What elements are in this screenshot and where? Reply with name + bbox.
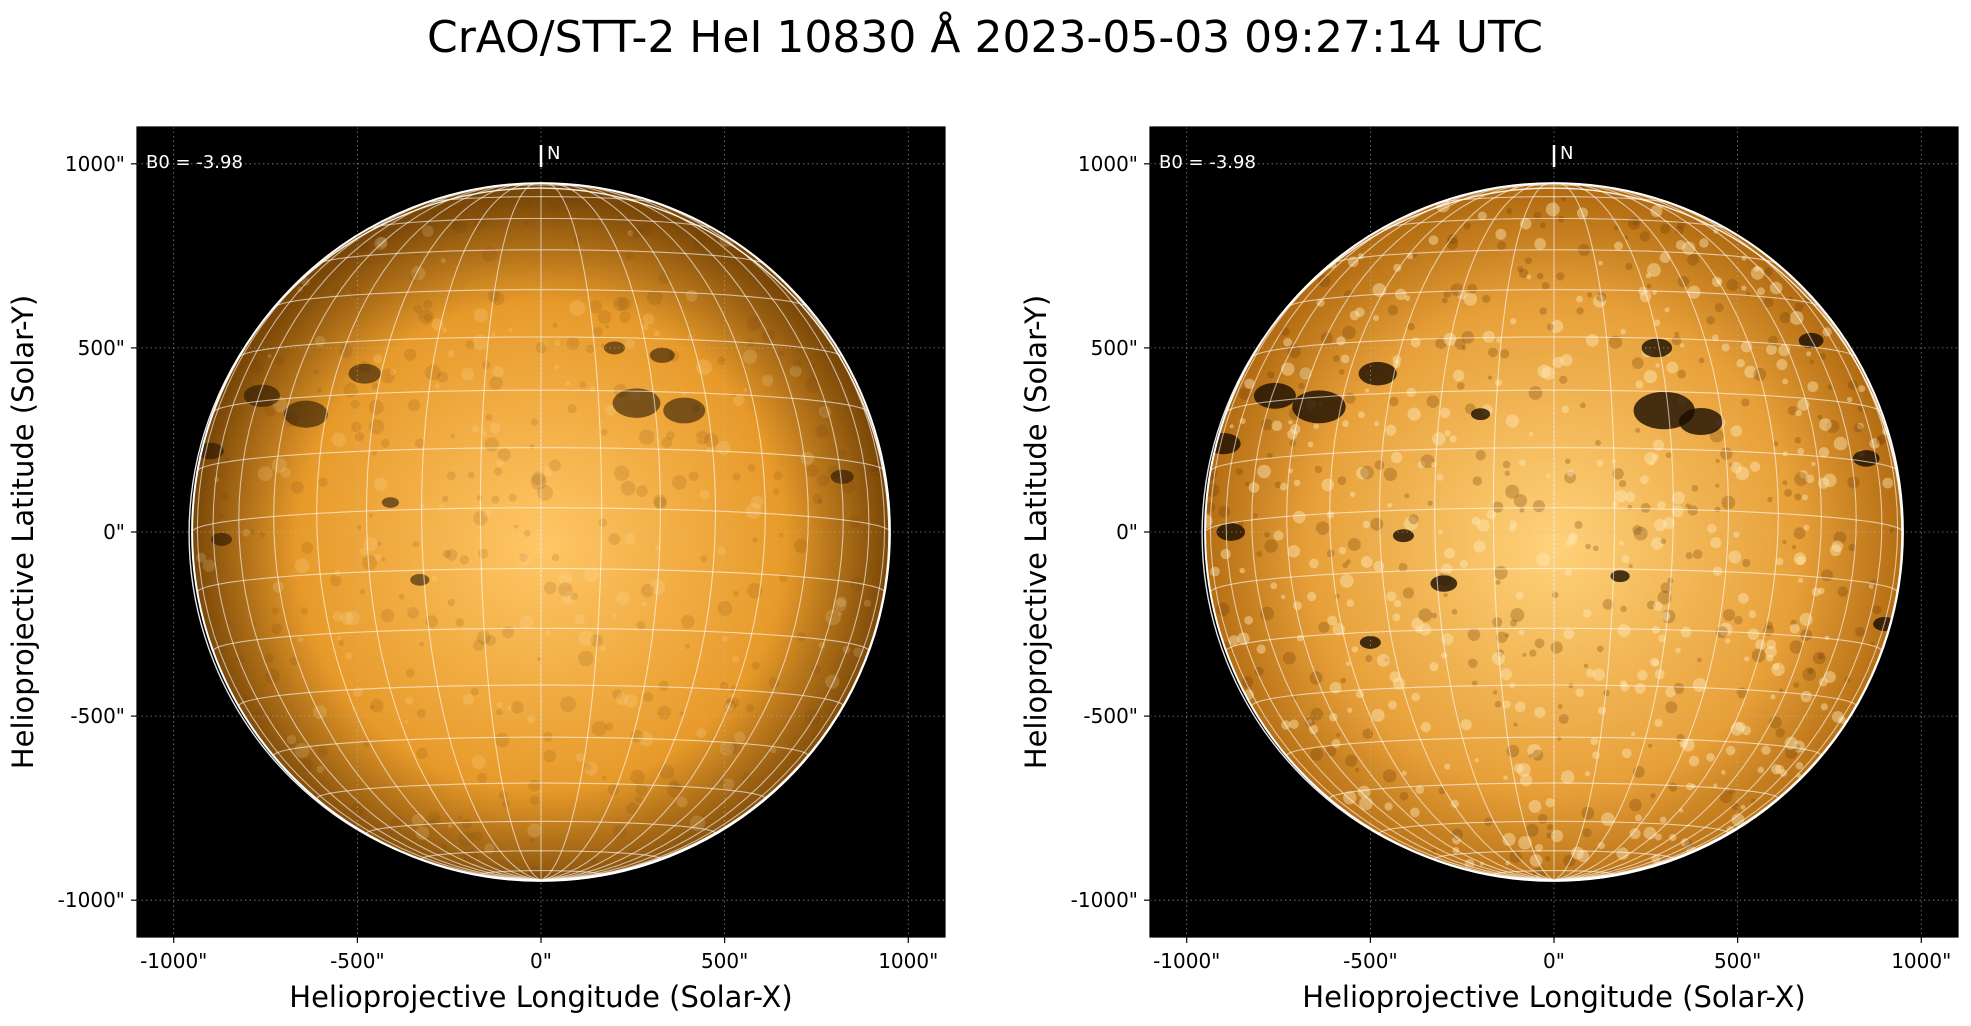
dark-filament <box>1359 635 1381 649</box>
x-tick-label: -500" <box>1343 949 1398 973</box>
dark-filament <box>1798 332 1824 349</box>
x-tick-label: 500" <box>701 949 748 973</box>
x-tick-label: 500" <box>1714 949 1761 973</box>
dark-filament <box>1216 523 1246 541</box>
dark-filament <box>663 397 706 424</box>
dark-filament <box>348 363 381 384</box>
dark-filament <box>1610 570 1630 583</box>
dark-filament <box>283 400 328 428</box>
north-label: N <box>547 143 560 164</box>
dark-filament <box>410 573 430 586</box>
y-tick-label: -500" <box>1083 704 1138 728</box>
y-tick-label: -500" <box>70 704 125 728</box>
y-tick-label: -1000" <box>1071 888 1138 912</box>
x-axis-label: Helioprojective Longitude (Solar-X) <box>289 980 792 1014</box>
dark-filament <box>1358 361 1397 386</box>
y-tick-label: 500" <box>78 336 125 360</box>
dark-filament <box>830 469 854 484</box>
heliographic-grid <box>1205 183 1903 881</box>
x-tick-label: 1000" <box>1891 949 1951 973</box>
dark-filament <box>612 388 661 418</box>
north-label: N <box>1560 143 1573 164</box>
dark-filament <box>649 347 675 363</box>
dark-filament <box>197 442 224 460</box>
panel-right: N B0 = -3.98 -1000" -500" 0" 500" 1000" 1000" 50… <box>1019 126 1959 1014</box>
y-tick-label: 0" <box>103 520 125 544</box>
dark-filament <box>1392 529 1414 543</box>
x-tick-label: -1000" <box>1153 949 1220 973</box>
dark-filament <box>1470 408 1491 421</box>
x-axis-label: Helioprojective Longitude (Solar-X) <box>1302 980 1805 1014</box>
b0-label: B0 = -3.98 <box>146 152 243 173</box>
dark-filament <box>1430 575 1458 592</box>
dark-filament <box>243 384 281 407</box>
panel-left: N B0 = -3.98 -1000" -500" 0" 500" 1000" 1000" 50… <box>6 126 946 1014</box>
dark-filament <box>1641 338 1673 358</box>
y-axis-label: Helioprojective Latitude (Solar-Y) <box>1019 295 1053 769</box>
figure-title: CrAO/STT-2 HeI 10830 Å 2023-05-03 09:27:… <box>427 10 1543 63</box>
x-tick-label: 1000" <box>878 949 938 973</box>
x-tick-label: 0" <box>1543 949 1565 973</box>
y-tick-label: 1000" <box>65 152 125 176</box>
y-axis-label: Helioprojective Latitude (Solar-Y) <box>6 295 40 769</box>
x-tick-label: -1000" <box>140 949 207 973</box>
dark-filament <box>210 532 232 546</box>
b0-label: B0 = -3.98 <box>1159 152 1256 173</box>
dark-filament <box>1678 408 1723 436</box>
x-tick-label: 0" <box>530 949 552 973</box>
y-tick-label: -1000" <box>58 888 125 912</box>
y-tick-label: 1000" <box>1078 152 1138 176</box>
dark-filament <box>381 497 400 508</box>
y-tick-label: 0" <box>1116 520 1138 544</box>
x-tick-label: -500" <box>330 949 385 973</box>
y-tick-label: 500" <box>1091 336 1138 360</box>
